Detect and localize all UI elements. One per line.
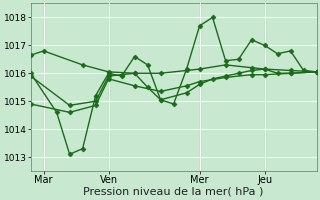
X-axis label: Pression niveau de la mer( hPa ): Pression niveau de la mer( hPa )	[84, 187, 264, 197]
